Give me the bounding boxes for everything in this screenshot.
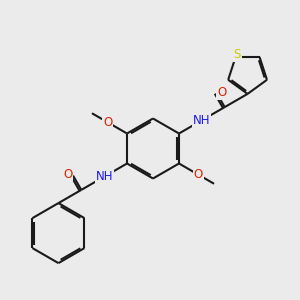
Text: O: O <box>63 168 72 181</box>
Text: O: O <box>103 116 112 129</box>
Text: NH: NH <box>193 114 211 127</box>
Text: S: S <box>233 48 241 61</box>
Text: NH: NH <box>95 170 113 183</box>
Text: O: O <box>217 86 226 99</box>
Text: O: O <box>194 168 203 181</box>
